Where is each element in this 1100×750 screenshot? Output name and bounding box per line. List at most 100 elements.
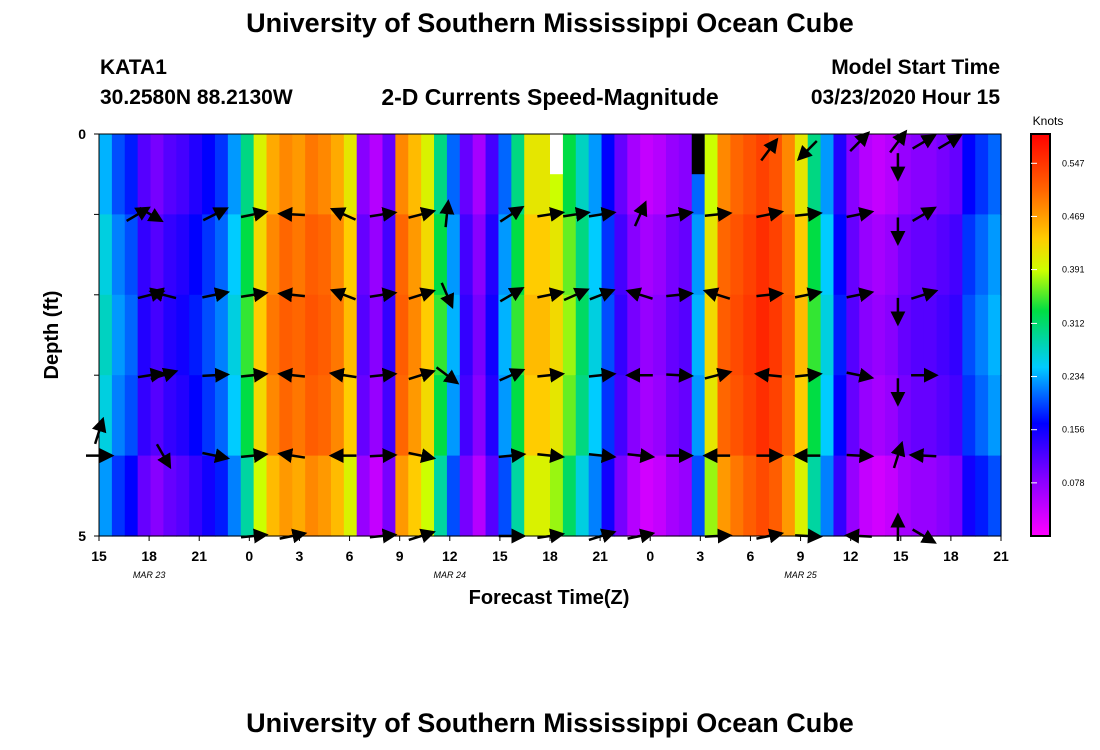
- heatmap-cell: [794, 214, 809, 296]
- heatmap-cell: [318, 294, 332, 376]
- missing-data-cell: [691, 134, 705, 175]
- heatmap-cell: [691, 375, 706, 457]
- heatmap-cell: [691, 294, 706, 376]
- current-vector-arrow: [137, 367, 166, 383]
- heatmap-cell: [627, 134, 641, 215]
- heatmap-cell: [820, 455, 835, 537]
- heatmap-cell: [885, 294, 899, 376]
- heatmap-cell: [511, 455, 525, 537]
- heatmap-cell: [343, 214, 358, 296]
- heatmap-cell: [588, 134, 603, 215]
- heatmap-cell: [910, 455, 925, 537]
- heatmap-cell: [163, 294, 177, 376]
- heatmap-cell: [562, 455, 577, 537]
- current-vector-arrow: [148, 287, 177, 302]
- heatmap-cell: [176, 214, 190, 296]
- x-tick-label: 18: [943, 548, 959, 564]
- heatmap-cell: [717, 294, 731, 376]
- current-vector-arrow: [277, 206, 305, 222]
- station-coordinates: 30.2580N 88.2130W: [100, 86, 293, 109]
- heatmap-cell: [936, 214, 951, 296]
- x-tick-label: 0: [646, 548, 654, 564]
- heatmap-cell: [202, 294, 216, 376]
- heatmap-cell: [214, 134, 229, 215]
- date-label: MAR 25: [784, 570, 818, 580]
- heatmap-cell: [99, 134, 113, 215]
- heatmap-cell: [781, 294, 796, 376]
- heatmap-cell: [704, 134, 719, 215]
- heatmap-cell: [240, 214, 255, 296]
- heatmap-cell: [369, 294, 384, 376]
- heatmap-cell: [292, 134, 306, 215]
- heatmap-cell: [279, 214, 293, 296]
- current-vector-arrow: [563, 287, 590, 302]
- current-vector-arrow: [202, 287, 231, 303]
- heatmap-cell: [511, 214, 525, 296]
- heatmap-cell: [408, 214, 422, 296]
- heatmap-cell: [292, 294, 306, 376]
- heatmap-cell: [588, 375, 603, 457]
- heatmap-cell: [653, 134, 667, 215]
- heatmap-cell: [202, 134, 216, 215]
- x-tick-label: 18: [141, 548, 157, 564]
- heatmap-cell: [111, 214, 126, 296]
- current-vector-arrow: [796, 140, 818, 161]
- heatmap-cell: [949, 134, 963, 215]
- heatmap-cell: [279, 375, 293, 457]
- colorbar-tick-label: 0.312: [1062, 318, 1085, 328]
- heatmap-cell: [794, 455, 809, 537]
- heatmap-cell: [885, 134, 899, 215]
- heatmap-cell: [601, 214, 616, 296]
- heatmap-cell: [343, 134, 358, 215]
- heatmap-cell: [975, 134, 989, 215]
- heatmap-cell: [910, 214, 925, 296]
- heatmap-cell: [962, 294, 976, 376]
- heatmap-cell: [717, 214, 731, 296]
- heatmap-cell: [459, 214, 474, 296]
- current-vector-arrow: [666, 206, 694, 222]
- x-tick-label: 12: [442, 548, 458, 564]
- heatmap-cell: [485, 375, 500, 457]
- heatmap-cell: [318, 214, 332, 296]
- heatmap-cell: [137, 214, 152, 296]
- missing-data-cells: [550, 134, 705, 175]
- heatmap-cell: [872, 455, 886, 537]
- x-tick-label: 3: [296, 548, 304, 564]
- current-vector-arrow: [912, 134, 937, 150]
- heatmap-cell: [382, 214, 396, 296]
- heatmap-cell: [498, 455, 512, 537]
- heatmap-cell: [627, 455, 641, 537]
- heatmap-cell: [730, 455, 744, 537]
- heatmap-cell: [137, 375, 152, 457]
- heatmap-cell: [794, 134, 809, 215]
- heatmap-cell: [253, 455, 268, 537]
- heatmap-cell: [575, 134, 590, 215]
- heatmap-cell: [421, 214, 435, 296]
- heatmap-cell: [459, 134, 474, 215]
- current-vector-arrow: [756, 287, 785, 303]
- heatmap-cell: [781, 375, 796, 457]
- heatmap-cell: [266, 375, 280, 457]
- x-axis-label: Forecast Time(Z): [469, 587, 630, 609]
- heatmap-cell: [382, 375, 396, 457]
- heatmap-cell: [343, 294, 358, 376]
- heatmap-cell: [240, 375, 255, 457]
- heatmap-cell: [550, 455, 564, 537]
- heatmap-cell: [601, 455, 616, 537]
- heatmap-cell: [717, 134, 731, 215]
- heatmap-cell: [343, 375, 358, 457]
- heatmap-cell: [846, 455, 860, 537]
- heatmap-cell: [421, 134, 435, 215]
- date-label: MAR 23: [133, 570, 166, 580]
- heatmap-cell: [743, 294, 757, 376]
- heatmap-cell: [743, 455, 757, 537]
- heatmap-cell: [227, 214, 242, 296]
- heatmap-cell: [434, 294, 448, 376]
- heatmap-cell: [189, 294, 203, 376]
- current-vector-arrow: [240, 287, 269, 303]
- heatmap-cell: [562, 134, 577, 215]
- heatmap-cell: [807, 134, 822, 215]
- current-vector-arrow: [912, 206, 937, 222]
- heatmap-cell: [124, 294, 139, 376]
